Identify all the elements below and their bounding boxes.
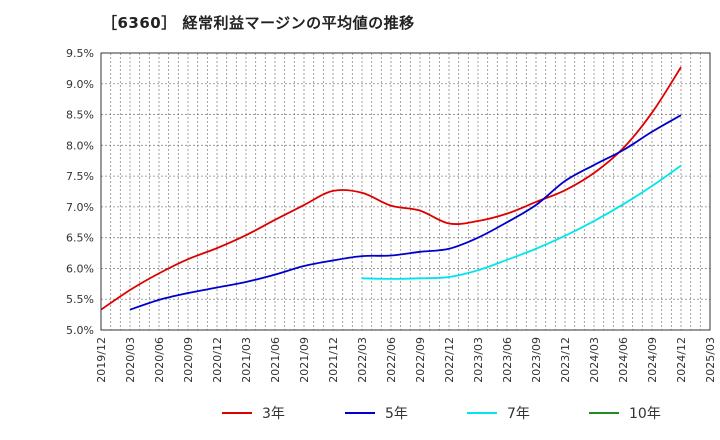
series-line-1 [100, 66, 682, 311]
plot-area [101, 53, 710, 330]
legend-label: 10年 [629, 406, 661, 422]
x-tick-label: 2024/09 [646, 337, 659, 383]
x-tick-label: 2024/03 [588, 337, 601, 383]
x-tick-label: 2024/06 [617, 337, 630, 383]
series-layer [100, 66, 682, 311]
y-tick-label: 9.0% [66, 78, 94, 91]
y-tick-label: 7.5% [66, 170, 94, 183]
y-tick-label: 6.0% [66, 262, 94, 275]
x-axis: 2019/12 2020/03 2020/06 2020/09 2020/12 2021/… [95, 337, 717, 383]
x-tick-label: 2019/12 [95, 337, 108, 383]
y-tick-label: 5.0% [66, 324, 94, 337]
legend-label: 5年 [385, 406, 408, 422]
legend-label: 7年 [507, 406, 530, 422]
x-tick-label: 2025/03 [704, 337, 717, 383]
y-tick-label: 5.5% [66, 293, 94, 306]
y-tick-label: 9.5% [66, 47, 94, 60]
x-tick-label: 2024/12 [675, 337, 688, 383]
y-tick-label: 8.5% [66, 109, 94, 122]
x-tick-label: 2020/09 [182, 337, 195, 383]
x-tick-label: 2021/06 [269, 337, 282, 383]
series-line-3 [361, 164, 682, 280]
x-tick-label: 2023/09 [530, 337, 543, 383]
x-tick-label: 2022/09 [414, 337, 427, 383]
legend-label: 3年 [262, 406, 285, 422]
x-tick-label: 2021/12 [327, 337, 340, 383]
x-tick-label: 2020/06 [153, 337, 166, 383]
x-tick-label: 2022/12 [443, 337, 456, 383]
y-tick-label: 6.5% [66, 232, 94, 245]
y-axis: 5.0% 5.5% 6.0% 6.5% 7.0% 7.5% 8.0% 8.5% 9.0% 9.5% [66, 47, 94, 337]
y-tick-label: 7.0% [66, 201, 94, 214]
x-tick-label: 2021/09 [298, 337, 311, 383]
x-tick-label: 2020/12 [211, 337, 224, 383]
x-tick-label: 2023/12 [559, 337, 572, 383]
x-tick-label: 2021/03 [240, 337, 253, 383]
grid [100, 52, 711, 331]
x-tick-label: 2022/03 [356, 337, 369, 383]
series-line-2 [129, 114, 682, 311]
x-tick-label: 2023/06 [501, 337, 514, 383]
legend: 3年 5年 7年 10年 [222, 406, 661, 422]
plot-frame [100, 52, 711, 331]
x-tick-label: 2020/03 [124, 337, 137, 383]
y-tick-label: 8.0% [66, 139, 94, 152]
chart-title: ［6360］ 経常利益マージンの平均値の推移 [102, 14, 415, 32]
x-tick-label: 2023/03 [472, 337, 485, 383]
x-tick-label: 2022/06 [385, 337, 398, 383]
